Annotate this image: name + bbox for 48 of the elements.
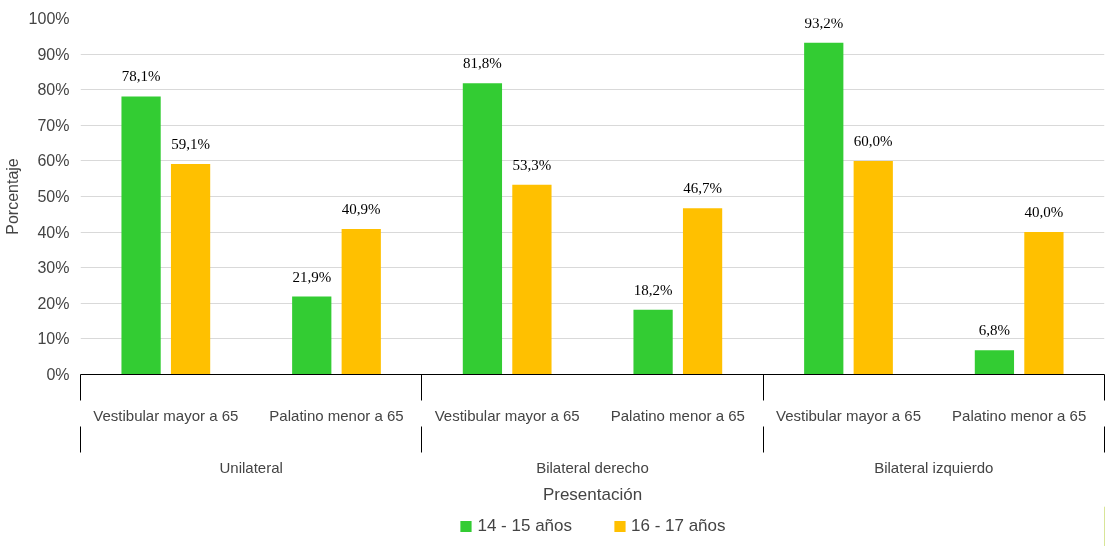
data-label: 81,8% <box>463 55 502 72</box>
bar <box>1024 232 1064 375</box>
x-tick-label: Palatino menor a 65 <box>269 406 404 424</box>
data-label: 18,2% <box>633 281 673 298</box>
data-label: 93,2% <box>804 14 844 31</box>
x-tick-label: Palatino menor a 65 <box>610 406 745 424</box>
bar <box>341 228 381 375</box>
x-tick-label: Vestibular mayor a 65 <box>775 406 922 424</box>
x-tick-label: Vestibular mayor a 65 <box>93 406 239 424</box>
data-label: 21,9% <box>292 268 332 285</box>
y-tick-label: 40% <box>37 223 70 241</box>
y-tick-label: 50% <box>37 188 70 205</box>
y-tick-label: 60% <box>37 152 70 170</box>
y-tick-label: 0% <box>46 366 70 383</box>
y-axis-title: Porcentaje <box>3 158 21 235</box>
bar <box>974 350 1015 375</box>
y-tick-label: 90% <box>37 45 70 63</box>
text: Bilateral izquierdo <box>874 458 994 476</box>
legend-label: 14 - 15 años <box>477 516 572 536</box>
data-label: 46,7% <box>683 180 722 197</box>
data-label: 60,0% <box>853 132 893 149</box>
x-tick-label: Vestibular mayor a 65 <box>434 406 580 424</box>
bar <box>462 83 503 375</box>
data-label: 40,9% <box>341 200 381 217</box>
bar <box>804 42 844 375</box>
bar <box>853 160 893 375</box>
bar <box>121 96 161 375</box>
y-tick-label: 70% <box>37 116 70 134</box>
bar <box>292 296 332 375</box>
y-tick-label: 100% <box>28 10 70 27</box>
text: Unilateral <box>219 458 283 476</box>
legend-label: 16 - 17 años <box>631 516 726 536</box>
bar <box>170 164 211 375</box>
data-label: 53,3% <box>512 156 552 173</box>
x-axis-title: Presentación <box>542 484 643 504</box>
bar <box>633 309 673 375</box>
data-label: 6,8% <box>978 322 1011 339</box>
text: Bilateral derecho <box>536 458 649 476</box>
x-tick-label: Palatino menor a 65 <box>952 406 1087 424</box>
bar <box>682 208 723 375</box>
bar <box>512 184 552 375</box>
y-tick-label: 20% <box>37 294 70 312</box>
y-tick-label: 80% <box>37 81 70 99</box>
data-label: 40,0% <box>1024 204 1064 221</box>
y-tick-label: 10% <box>37 330 70 348</box>
data-label: 78,1% <box>121 68 161 85</box>
data-label: 59,1% <box>171 136 210 153</box>
y-tick-label: 30% <box>37 259 70 277</box>
